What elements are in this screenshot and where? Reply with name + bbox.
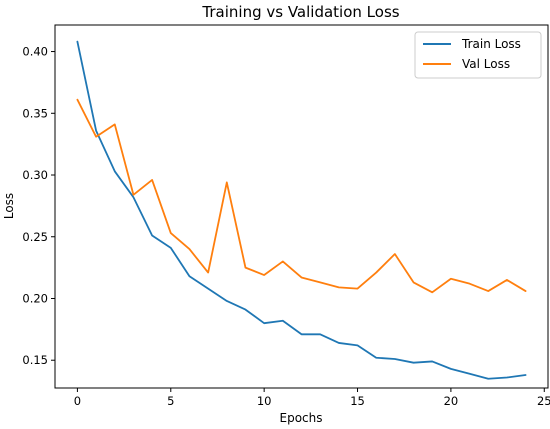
- axis-ticks: 0 5 10 15 20 25 0.15 0.20 0.25 0.30 0.35 0.40: [22, 45, 550, 408]
- chart-title: Training vs Validation Loss: [201, 3, 399, 21]
- legend-label-val: Val Loss: [462, 57, 510, 71]
- y-tick-label: 0.15: [22, 353, 48, 367]
- y-tick-label: 0.30: [22, 168, 48, 182]
- y-tick-label: 0.40: [22, 45, 48, 59]
- x-axis-label: Epochs: [280, 411, 323, 425]
- legend-label-train: Train Loss: [461, 37, 521, 51]
- y-tick-label: 0.35: [22, 106, 48, 120]
- plot-frame: [54, 24, 549, 389]
- legend: Train Loss Val Loss: [414, 31, 542, 79]
- x-tick-label: 5: [167, 394, 174, 408]
- x-tick-label: 0: [74, 394, 81, 408]
- y-tick-label: 0.20: [22, 291, 48, 305]
- train-loss-line: [76, 40, 527, 380]
- series-layer: [76, 40, 527, 380]
- x-tick-label: 25: [537, 394, 550, 408]
- x-tick-label: 20: [444, 394, 459, 408]
- x-tick-label: 10: [257, 394, 272, 408]
- y-tick-label: 0.25: [22, 230, 48, 244]
- y-axis-label: Loss: [2, 193, 16, 219]
- x-tick-label: 15: [350, 394, 365, 408]
- val-loss-line: [76, 98, 527, 294]
